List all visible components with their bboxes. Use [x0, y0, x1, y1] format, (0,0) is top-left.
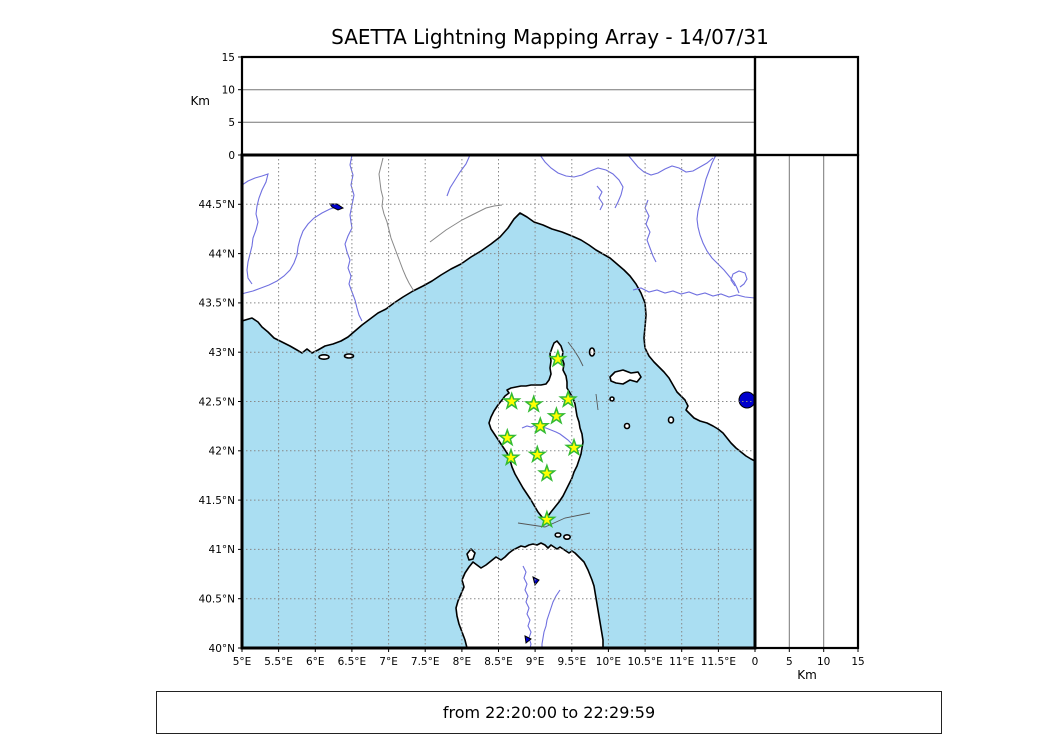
lma-station-marker [523, 394, 544, 413]
lma-station-marker [497, 427, 518, 447]
lake-bolsena [738, 391, 755, 409]
lma-station-marker [530, 415, 551, 435]
river [696, 155, 740, 294]
country-borders [378, 157, 503, 292]
station-layer [497, 348, 584, 529]
map-panel [242, 155, 755, 648]
montecristo-island [623, 422, 631, 430]
giglio-island [667, 416, 675, 424]
caption-text: from 22:20:00 to 22:29:59 [442, 703, 656, 722]
river [596, 185, 604, 211]
altitude-tick-label: 0 [752, 656, 759, 668]
lake-coghinas [532, 576, 540, 587]
river [242, 173, 269, 285]
lon-tick-label: 10°E [596, 656, 621, 668]
lat-tick-label: 40.5°N [199, 594, 235, 606]
elba-island [609, 369, 642, 385]
lat-tick-label: 43.5°N [199, 298, 235, 310]
lat-tick-label: 40°N [209, 643, 235, 655]
top-panel-unit-label: Km [190, 94, 210, 108]
river [242, 206, 338, 295]
river [632, 287, 755, 299]
lon-tick-label: 9°E [526, 656, 545, 668]
corner-panel [753, 55, 860, 157]
lat-tick-label: 42°N [209, 446, 235, 458]
asinara-island [466, 548, 476, 561]
lon-tick-label: 5°E [233, 656, 252, 668]
lat-tick-label: 44.5°N [199, 199, 235, 211]
lon-tick-label: 8°E [453, 656, 472, 668]
rivers [242, 155, 755, 648]
top-panel-grid [242, 89, 755, 123]
lon-tick-label: 6.5°E [338, 656, 367, 668]
lma-station-marker [546, 406, 567, 425]
lon-tick-label: 11°E [669, 656, 694, 668]
maritime-boundary [567, 341, 584, 367]
lma-station-marker [548, 348, 568, 368]
grid-layer [242, 155, 755, 648]
pianosa-island [609, 396, 615, 402]
lon-tick-label: 10.5°E [627, 656, 662, 668]
altitude-tick-label: 0 [228, 150, 235, 162]
maddalena-island-west [554, 532, 562, 538]
lon-tick-label: 7.5°E [411, 656, 440, 668]
maritime-boundary [517, 512, 591, 528]
hyeres-island-west [318, 353, 330, 360]
river [522, 565, 532, 648]
altitude-tick-label: 5 [786, 656, 793, 668]
lake-serre-poncon [329, 203, 345, 211]
lma-station-marker [501, 447, 521, 467]
lma-station-marker [537, 463, 557, 482]
lma-station-marker [558, 389, 578, 408]
maritime-boundary [595, 393, 599, 411]
lma-station-marker [564, 437, 584, 457]
lon-tick-label: 8.5°E [484, 656, 513, 668]
altitude-tick-label: 10 [817, 656, 830, 668]
river [541, 589, 561, 648]
lakes [329, 203, 755, 644]
france-italy-border [378, 157, 415, 292]
river [446, 155, 471, 197]
lat-tick-label: 41°N [209, 544, 235, 556]
hyeres-island-east [343, 353, 355, 359]
river [627, 155, 714, 176]
figure-title: SAETTA Lightning Mapping Array - 14/07/3… [331, 25, 769, 49]
lon-tick-label: 5.5°E [264, 656, 293, 668]
regional-border [429, 204, 503, 243]
lma-station-marker [527, 444, 548, 464]
altitude-tick-label: 15 [222, 52, 235, 64]
lma-station-marker [537, 509, 557, 529]
lat-tick-label: 43°N [209, 347, 235, 359]
right-panel-grid [788, 155, 825, 648]
axis-ticks-labels: 5°E 5.5°E 6°E 6.5°E 7°E 7.5°E 8°E 8.5°E 9°E 9.5°E… [199, 52, 865, 668]
river [539, 155, 624, 209]
river [644, 199, 657, 263]
river [730, 270, 748, 288]
caption-box: from 22:20:00 to 22:29:59 [156, 691, 942, 734]
sardinia-island [455, 542, 604, 648]
lat-tick-label: 42.5°N [199, 396, 235, 408]
lat-tick-label: 44°N [209, 248, 235, 260]
altitude-tick-label: 5 [228, 117, 235, 129]
lon-tick-label: 9.5°E [558, 656, 587, 668]
lat-tick-label: 41.5°N [199, 495, 235, 507]
lon-tick-label: 7°E [379, 656, 398, 668]
river [521, 424, 577, 449]
continental-coastline [242, 155, 755, 462]
maddalena-island-east [562, 533, 571, 540]
top-altitude-panel [240, 55, 757, 157]
lon-tick-label: 11.5°E [701, 656, 736, 668]
maritime-boundaries [517, 341, 599, 528]
right-panel-unit-label: Km [797, 668, 817, 682]
lake-omodeo [524, 635, 532, 644]
altitude-tick-label: 15 [851, 656, 864, 668]
right-altitude-panel [753, 153, 860, 650]
altitude-tick-label: 10 [222, 85, 235, 97]
lma-station-marker [501, 391, 522, 410]
lon-tick-label: 6°E [306, 656, 325, 668]
